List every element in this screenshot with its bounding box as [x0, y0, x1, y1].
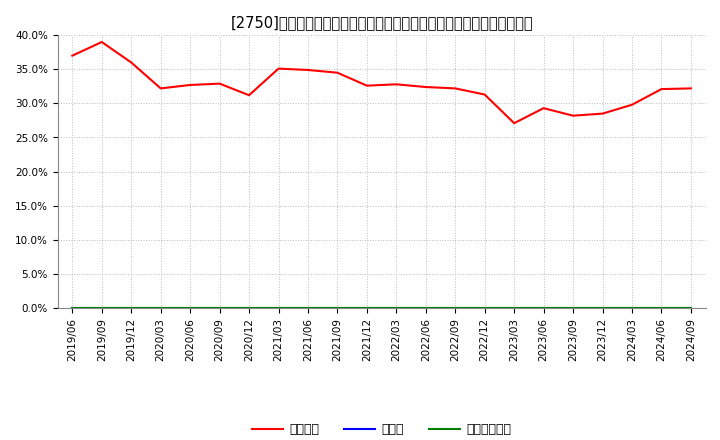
のれん	[687, 305, 696, 311]
自己資本	[156, 86, 165, 91]
のれん	[304, 305, 312, 311]
のれん	[539, 305, 548, 311]
Line: 自己資本: 自己資本	[72, 42, 691, 123]
繰延税金資産	[628, 305, 636, 311]
のれん	[392, 305, 400, 311]
自己資本	[127, 60, 135, 65]
自己資本	[687, 86, 696, 91]
自己資本	[657, 86, 666, 92]
繰延税金資産	[304, 305, 312, 311]
繰延税金資産	[657, 305, 666, 311]
自己資本	[569, 113, 577, 118]
自己資本	[186, 82, 194, 88]
繰延税金資産	[68, 305, 76, 311]
のれん	[186, 305, 194, 311]
のれん	[274, 305, 283, 311]
自己資本	[333, 70, 342, 75]
自己資本	[363, 83, 372, 88]
Title: [2750]　自己資本、のれん、繰延税金資産の総資産に対する比率の推移: [2750] 自己資本、のれん、繰延税金資産の総資産に対する比率の推移	[230, 15, 533, 30]
自己資本	[68, 53, 76, 58]
のれん	[628, 305, 636, 311]
繰延税金資産	[274, 305, 283, 311]
繰延税金資産	[598, 305, 607, 311]
自己資本	[304, 67, 312, 73]
のれん	[421, 305, 430, 311]
自己資本	[628, 102, 636, 107]
のれん	[245, 305, 253, 311]
自己資本	[539, 106, 548, 111]
繰延税金資産	[363, 305, 372, 311]
繰延税金資産	[186, 305, 194, 311]
自己資本	[480, 92, 489, 97]
のれん	[68, 305, 76, 311]
のれん	[510, 305, 518, 311]
自己資本	[245, 92, 253, 98]
繰延税金資産	[687, 305, 696, 311]
のれん	[156, 305, 165, 311]
繰延税金資産	[245, 305, 253, 311]
自己資本	[215, 81, 224, 86]
繰延税金資産	[215, 305, 224, 311]
繰延税金資産	[539, 305, 548, 311]
のれん	[215, 305, 224, 311]
自己資本	[97, 39, 106, 44]
自己資本	[451, 86, 459, 91]
のれん	[363, 305, 372, 311]
自己資本	[598, 111, 607, 116]
Legend: 自己資本, のれん, 繰延税金資産: 自己資本, のれん, 繰延税金資産	[246, 418, 517, 440]
のれん	[97, 305, 106, 311]
繰延税金資産	[392, 305, 400, 311]
繰延税金資産	[480, 305, 489, 311]
自己資本	[510, 121, 518, 126]
のれん	[598, 305, 607, 311]
自己資本	[274, 66, 283, 71]
自己資本	[392, 82, 400, 87]
繰延税金資産	[421, 305, 430, 311]
繰延税金資産	[156, 305, 165, 311]
繰延税金資産	[510, 305, 518, 311]
繰延税金資産	[569, 305, 577, 311]
自己資本	[421, 84, 430, 90]
のれん	[480, 305, 489, 311]
繰延税金資産	[451, 305, 459, 311]
のれん	[451, 305, 459, 311]
のれん	[127, 305, 135, 311]
繰延税金資産	[127, 305, 135, 311]
のれん	[657, 305, 666, 311]
のれん	[569, 305, 577, 311]
繰延税金資産	[97, 305, 106, 311]
のれん	[333, 305, 342, 311]
繰延税金資産	[333, 305, 342, 311]
